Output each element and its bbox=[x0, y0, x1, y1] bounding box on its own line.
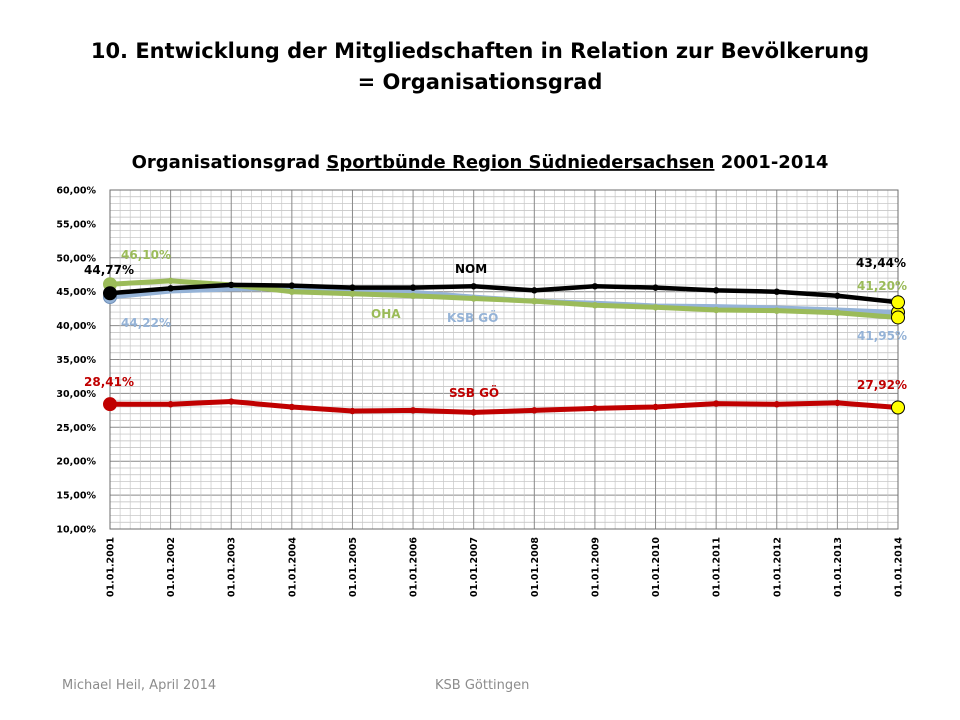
data-label-oha-end: 41,20% bbox=[857, 279, 907, 293]
y-tick-label: 35,00% bbox=[56, 355, 96, 366]
y-tick-label: 15,00% bbox=[56, 491, 96, 502]
x-tick-label: 01.01.2009 bbox=[590, 537, 601, 597]
footer-org: KSB Göttingen bbox=[435, 678, 530, 693]
data-point bbox=[409, 284, 417, 291]
series-label-oha: OHA bbox=[371, 307, 401, 321]
end-point bbox=[891, 310, 905, 325]
end-point bbox=[891, 295, 905, 310]
data-point bbox=[591, 405, 599, 412]
plot-border bbox=[109, 189, 899, 530]
data-point bbox=[470, 409, 477, 416]
data-label-ssb-start: 28,41% bbox=[84, 375, 134, 389]
slide-title-line2: = Organisationsgrad bbox=[357, 70, 603, 94]
data-label-ksb-end: 41,95% bbox=[857, 329, 907, 343]
data-point bbox=[712, 400, 720, 407]
data-label-nom-end: 43,44% bbox=[856, 256, 906, 270]
data-point bbox=[773, 288, 780, 295]
x-tick-label: 01.01.2004 bbox=[287, 537, 298, 597]
end-point bbox=[891, 400, 905, 415]
data-point bbox=[228, 398, 235, 405]
data-point bbox=[773, 307, 780, 314]
data-point bbox=[409, 292, 417, 299]
data-point bbox=[167, 285, 174, 292]
x-tick-label: 01.01.2008 bbox=[530, 537, 541, 597]
chart-title-underlined: Sportbünde Region Südniedersachsen bbox=[326, 152, 714, 173]
data-point bbox=[470, 283, 477, 290]
data-point bbox=[288, 288, 296, 295]
data-point bbox=[470, 295, 477, 302]
x-tick-label: 01.01.2002 bbox=[166, 537, 177, 597]
slide-title-line1: 10. Entwicklung der Mitgliedschaften in … bbox=[90, 39, 870, 63]
data-point bbox=[349, 407, 356, 415]
chart-title-suffix: 2001-2014 bbox=[714, 152, 828, 173]
start-point bbox=[103, 286, 117, 301]
data-point bbox=[167, 277, 174, 285]
x-tick-label: 01.01.2010 bbox=[651, 537, 662, 597]
data-label-ksb-start: 44,22% bbox=[121, 316, 171, 330]
data-point bbox=[712, 306, 720, 314]
start-point bbox=[103, 397, 117, 412]
data-labels: 46,10%44,77% 44,22% 28,41% 43,44% 41,20% 41,9… bbox=[84, 248, 907, 400]
x-tick-label: 01.01.2014 bbox=[894, 537, 905, 597]
x-tick-label: 01.01.2005 bbox=[348, 537, 359, 597]
data-point bbox=[591, 302, 599, 309]
series-line-nom bbox=[109, 282, 899, 305]
chart-title: Organisationsgrad Sportbünde Region Südn… bbox=[132, 152, 829, 173]
y-tick-label: 30,00% bbox=[56, 389, 96, 400]
x-tick-label: 01.01.2003 bbox=[227, 537, 238, 597]
y-tick-label: 40,00% bbox=[56, 321, 96, 332]
x-tick-label: 01.01.2007 bbox=[469, 537, 480, 597]
chart-title-prefix: Organisationsgrad bbox=[132, 152, 327, 173]
x-tick-label: 01.01.2006 bbox=[409, 537, 420, 597]
grid bbox=[109, 189, 899, 530]
x-tick-label: 01.01.2013 bbox=[833, 537, 844, 597]
data-point bbox=[288, 282, 296, 289]
series-label-ksb: KSB GÖ bbox=[447, 310, 498, 325]
data-point bbox=[834, 309, 841, 316]
data-point bbox=[531, 287, 538, 294]
data-point bbox=[652, 403, 659, 411]
data-point bbox=[834, 292, 841, 299]
slide-title: 10. Entwicklung der Mitgliedschaften in … bbox=[0, 36, 960, 98]
data-point bbox=[652, 304, 659, 311]
data-point bbox=[349, 284, 356, 291]
y-tick-label: 50,00% bbox=[56, 253, 96, 264]
data-point bbox=[228, 281, 235, 289]
footer-author: Michael Heil, April 2014 bbox=[62, 678, 217, 693]
data-point bbox=[531, 407, 538, 414]
y-tick-label: 20,00% bbox=[56, 457, 96, 468]
data-label-nom-start: 44,77% bbox=[84, 263, 134, 277]
data-point bbox=[167, 401, 174, 408]
x-tick-label: 01.01.2001 bbox=[106, 537, 117, 597]
axes: 10,00% 15,00% 20,00% 25,00% 30,00% 35,00% 40,0… bbox=[56, 186, 904, 598]
x-tick-label: 01.01.2012 bbox=[772, 537, 783, 597]
data-point bbox=[288, 403, 296, 411]
data-label-oha-start: 46,10% bbox=[121, 248, 171, 262]
y-tick-label: 25,00% bbox=[56, 423, 96, 434]
data-point bbox=[531, 297, 538, 305]
data-point bbox=[409, 407, 417, 414]
y-tick-label: 10,00% bbox=[56, 525, 96, 536]
series-label-nom: NOM bbox=[455, 262, 487, 276]
series-label-ssb: SSB GÖ bbox=[449, 385, 499, 400]
y-tick-label: 45,00% bbox=[56, 287, 96, 298]
data-point bbox=[349, 290, 356, 297]
data-point bbox=[652, 284, 659, 291]
x-tick-label: 01.01.2011 bbox=[712, 537, 723, 597]
y-tick-label: 60,00% bbox=[56, 186, 96, 197]
series-lines bbox=[103, 277, 905, 416]
data-point bbox=[712, 287, 720, 294]
y-tick-label: 55,00% bbox=[56, 219, 96, 230]
data-label-ssb-end: 27,92% bbox=[857, 378, 907, 392]
data-point bbox=[773, 401, 780, 408]
data-point bbox=[834, 399, 841, 407]
data-point bbox=[591, 283, 599, 290]
series-line-ssb-gö bbox=[109, 399, 899, 415]
